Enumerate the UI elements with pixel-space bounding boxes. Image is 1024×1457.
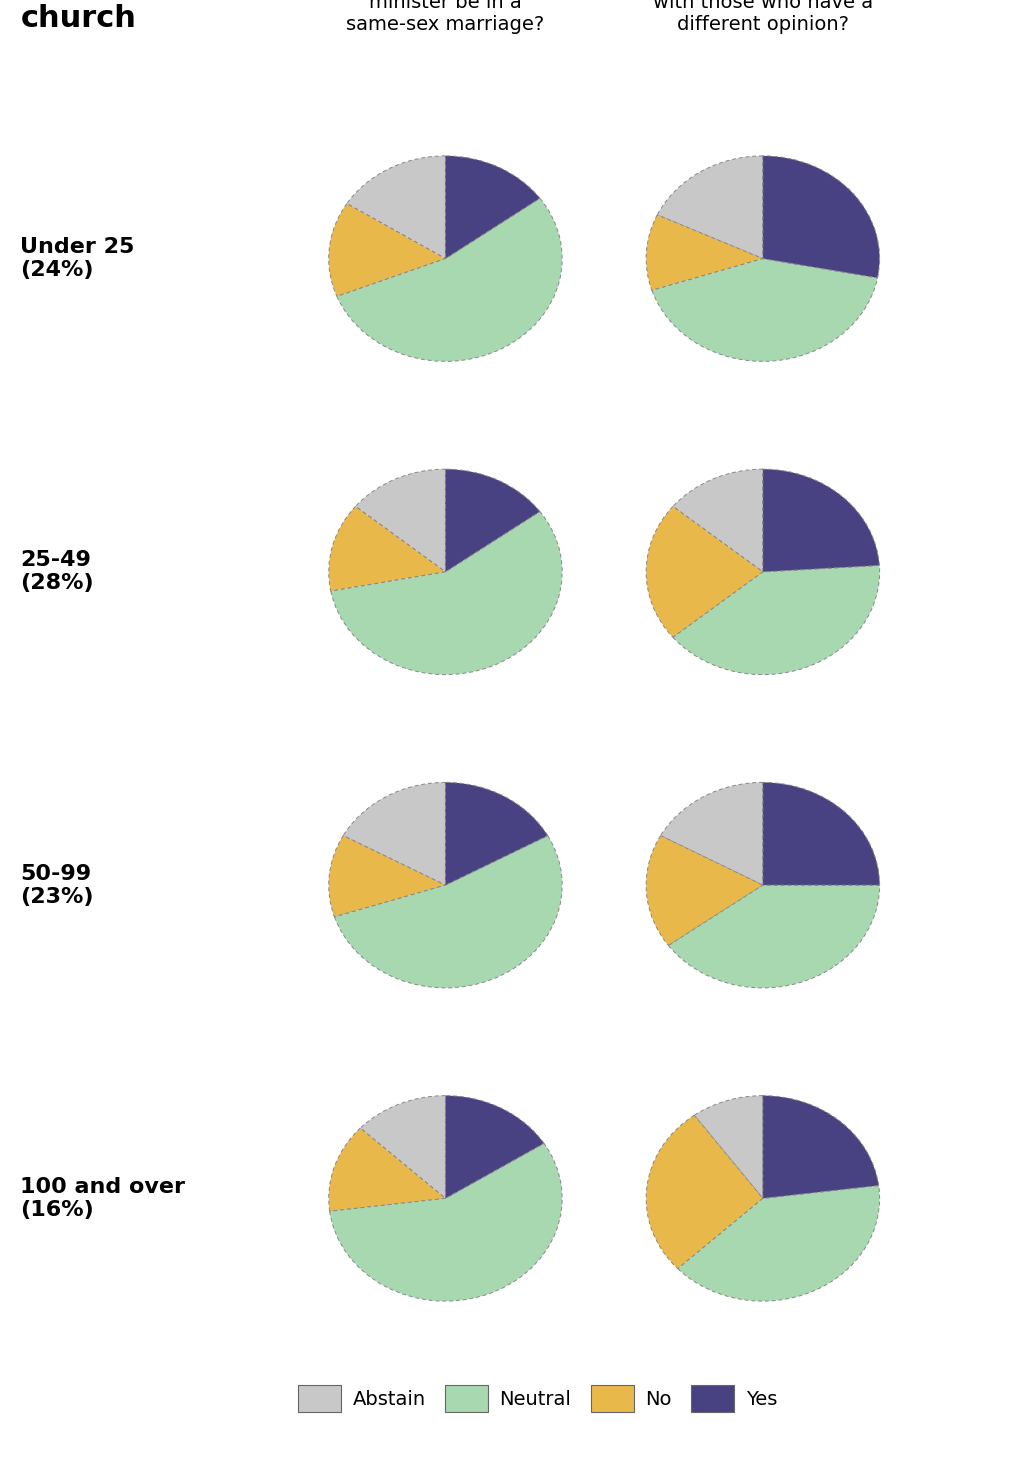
Text: Can an accredited
minister be in a
same-sex marriage?: Can an accredited minister be in a same-…: [346, 0, 545, 34]
Wedge shape: [646, 1115, 763, 1269]
Text: Under 25
(24%): Under 25 (24%): [20, 237, 135, 280]
Wedge shape: [694, 1096, 763, 1198]
Wedge shape: [329, 836, 445, 916]
Wedge shape: [329, 1128, 445, 1211]
Wedge shape: [331, 511, 562, 675]
Wedge shape: [343, 782, 445, 886]
Wedge shape: [660, 782, 763, 886]
Wedge shape: [763, 1096, 879, 1198]
Wedge shape: [330, 1144, 562, 1301]
Wedge shape: [652, 258, 878, 361]
Wedge shape: [445, 469, 540, 571]
Text: Size of
church: Size of church: [20, 0, 136, 34]
Wedge shape: [355, 469, 445, 571]
Wedge shape: [673, 469, 763, 571]
Wedge shape: [646, 214, 763, 290]
Wedge shape: [673, 565, 880, 675]
Wedge shape: [337, 198, 562, 361]
Wedge shape: [646, 507, 763, 637]
Wedge shape: [445, 156, 540, 258]
Legend: Abstain, Neutral, No, Yes: Abstain, Neutral, No, Yes: [291, 1377, 784, 1421]
Text: 25-49
(28%): 25-49 (28%): [20, 551, 94, 593]
Wedge shape: [763, 156, 880, 278]
Wedge shape: [335, 836, 562, 988]
Wedge shape: [678, 1186, 880, 1301]
Wedge shape: [763, 469, 880, 571]
Text: 50-99
(23%): 50-99 (23%): [20, 864, 94, 906]
Text: Could you stay in BUGB
with those who have a
different opinion?: Could you stay in BUGB with those who ha…: [647, 0, 879, 34]
Wedge shape: [445, 782, 548, 886]
Wedge shape: [347, 156, 445, 258]
Text: 100 and over
(16%): 100 and over (16%): [20, 1177, 185, 1220]
Wedge shape: [763, 782, 880, 886]
Wedge shape: [329, 204, 445, 296]
Wedge shape: [445, 1096, 544, 1198]
Wedge shape: [669, 884, 880, 988]
Wedge shape: [329, 507, 445, 592]
Wedge shape: [360, 1096, 445, 1198]
Wedge shape: [646, 836, 763, 946]
Wedge shape: [657, 156, 763, 258]
